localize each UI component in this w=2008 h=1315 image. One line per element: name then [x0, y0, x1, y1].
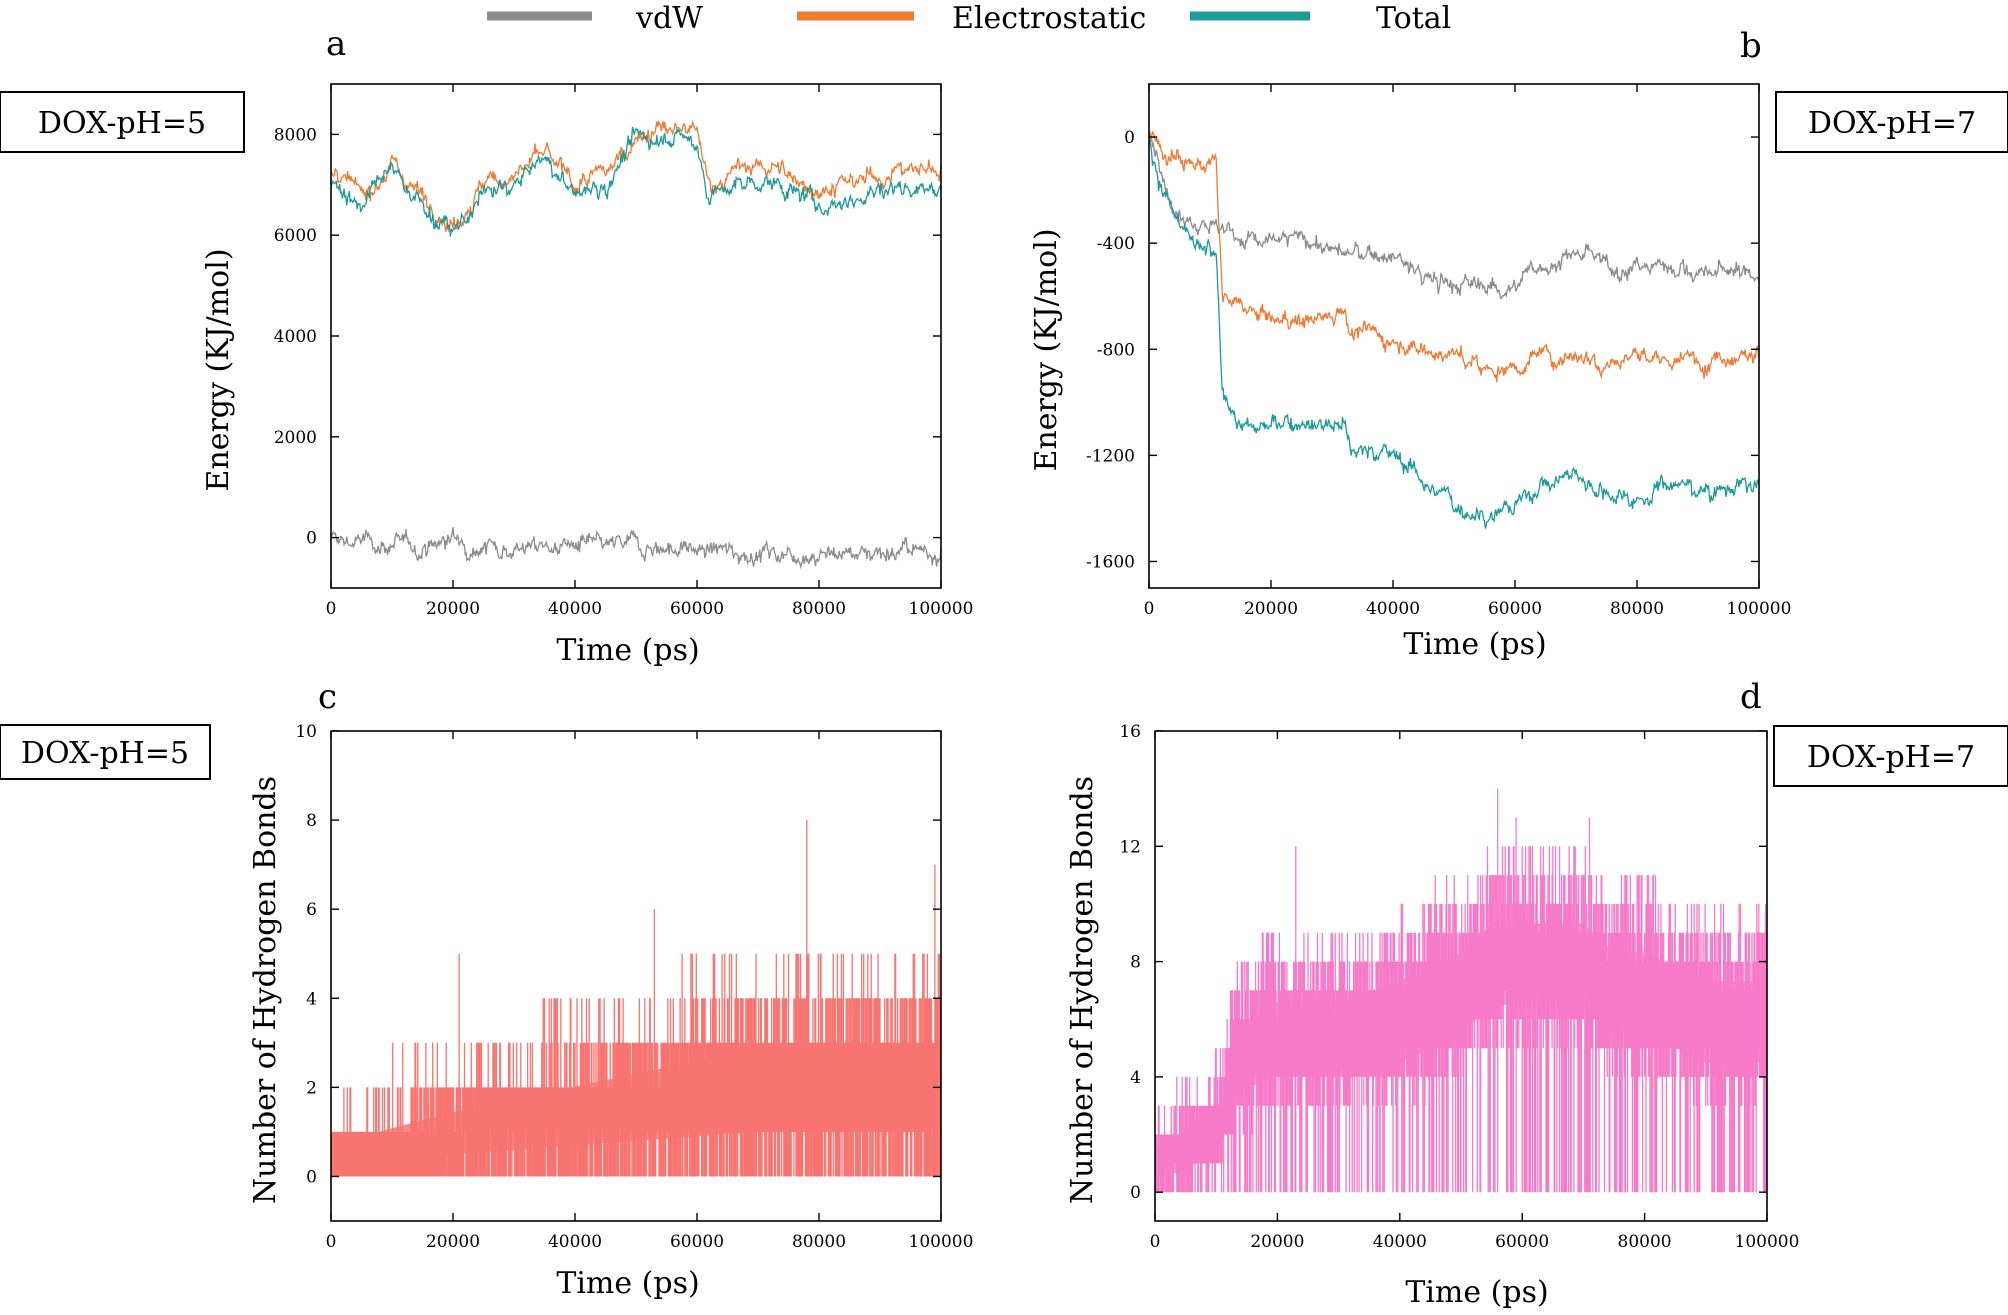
series-group-c: [331, 820, 941, 1177]
y-axis-label-a: Energy (KJ/mol): [201, 248, 236, 491]
chart-a: a DOX-pH=5 0 20000 40000 60000 80000 100000 0 2…: [0, 24, 973, 668]
x-axis-label-d: Time (ps): [1405, 1275, 1548, 1310]
panel-letter-a: a: [326, 24, 346, 64]
legend-item-vdw: vdW: [487, 1, 703, 36]
plot-area-c: 0 20000 40000 60000 80000 100000 0 2 4 6 8 10: [295, 722, 973, 1252]
y-tick-label-b-0: 0: [1124, 128, 1135, 148]
plot-area-d: 0 20000 40000 60000 80000 100000 0 4 8 12 16: [1119, 722, 1799, 1252]
x-tick-label-d-5: 100000: [1735, 1232, 1800, 1252]
y-tick-label-b-3: -1200: [1086, 446, 1135, 466]
series-line-a-vdw: [331, 527, 941, 570]
chart-d: d DOX-pH=7 0 20000 40000 60000 80000 100000 0 4…: [1065, 677, 2008, 1310]
y-tick-label-a-1: 2000: [274, 428, 317, 448]
x-tick-label-c-3: 60000: [670, 1232, 724, 1252]
series-group-b: [1149, 130, 1759, 529]
y-tick-label-c-0: 0: [306, 1167, 317, 1187]
x-tick-label-d-0: 0: [1150, 1232, 1161, 1252]
y-tick-label-d-0: 0: [1130, 1183, 1141, 1203]
x-tick-label-b-1: 20000: [1244, 599, 1298, 619]
x-tick-label-a-0: 0: [326, 599, 337, 619]
y-tick-label-a-0: 0: [306, 529, 317, 549]
series-group-a: [331, 119, 941, 570]
legend-label-electrostatic: Electrostatic: [952, 1, 1146, 36]
y-tick-label-d-1: 4: [1130, 1068, 1141, 1088]
y-tick-label-c-2: 4: [306, 989, 317, 1009]
y-tick-label-d-4: 16: [1119, 722, 1141, 742]
series-group-d: [1155, 788, 1767, 1193]
y-tick-label-b-4: -1600: [1086, 552, 1135, 572]
y-axis-label-d: Number of Hydrogen Bonds: [1065, 776, 1100, 1204]
hbond-core-d: [1155, 923, 1767, 1178]
plot-frame-d: [1154, 730, 1768, 1222]
x-axis-label-a: Time (ps): [556, 633, 699, 668]
x-axis-label-b: Time (ps): [1403, 627, 1546, 662]
x-tick-label-b-0: 0: [1144, 599, 1155, 619]
condition-label-b: DOX-pH=7: [1808, 106, 1976, 141]
x-tick-label-c-4: 80000: [792, 1232, 846, 1252]
condition-box-c: [0, 724, 211, 780]
x-tick-label-c-5: 100000: [909, 1232, 974, 1252]
x-tick-label-b-2: 40000: [1366, 599, 1420, 619]
x-tick-label-c-1: 20000: [426, 1232, 480, 1252]
y-tick-label-a-2: 4000: [274, 327, 317, 347]
x-tick-label-b-5: 100000: [1727, 599, 1792, 619]
panel-letter-b: b: [1740, 26, 1762, 66]
condition-box-a: [0, 91, 245, 153]
condition-label-d: DOX-pH=7: [1807, 740, 1975, 775]
series-line-a-electrostatic: [331, 119, 941, 233]
y-tick-label-b-2: -800: [1097, 340, 1135, 360]
y-tick-label-d-2: 8: [1130, 953, 1141, 973]
panel-letter-d: d: [1740, 677, 1762, 717]
x-tick-label-c-0: 0: [326, 1232, 337, 1252]
y-tick-label-c-5: 10: [295, 722, 317, 742]
series-line-b-total: [1149, 138, 1759, 529]
x-tick-label-a-3: 60000: [670, 599, 724, 619]
chart-b: b DOX-pH=7 0 20000 40000 60000 80000 100000 0 -…: [1029, 26, 2008, 662]
plot-frame-b: [1148, 83, 1760, 589]
x-tick-label-d-4: 80000: [1618, 1232, 1672, 1252]
legend-item-total: Total: [1190, 1, 1451, 36]
y-tick-label-c-4: 8: [306, 811, 317, 831]
y-tick-label-b-1: -400: [1097, 234, 1135, 254]
panel-letter-c: c: [318, 677, 337, 717]
series-line-b-electrostatic: [1149, 130, 1759, 383]
condition-box-b: [1775, 91, 2008, 153]
series-line-a-total: [331, 126, 941, 237]
y-tick-label-c-3: 6: [306, 900, 317, 920]
y-axis-label-b: Energy (KJ/mol): [1029, 228, 1064, 471]
y-tick-label-a-4: 8000: [274, 125, 317, 145]
plot-area-b: 0 20000 40000 60000 80000 100000 0 -400 -800 -120…: [1086, 83, 1792, 619]
y-axis-label-c: Number of Hydrogen Bonds: [248, 776, 283, 1204]
plot-frame-a: [330, 83, 942, 589]
y-tick-label-d-3: 12: [1119, 837, 1141, 857]
x-tick-label-b-3: 60000: [1488, 599, 1542, 619]
chart-c: c DOX-pH=5 0 20000 40000 60000 80000 100000 0 2…: [0, 677, 973, 1301]
plot-frame-c: [330, 730, 942, 1222]
condition-box-d: [1773, 725, 2008, 787]
y-tick-label-a-3: 6000: [274, 226, 317, 246]
x-tick-label-a-4: 80000: [792, 599, 846, 619]
legend-item-electrostatic: Electrostatic: [797, 1, 1146, 36]
legend: vdW Electrostatic Total: [487, 1, 1451, 36]
x-tick-label-c-2: 40000: [548, 1232, 602, 1252]
condition-label-a: DOX-pH=5: [38, 106, 206, 141]
x-tick-label-d-2: 40000: [1373, 1232, 1427, 1252]
legend-label-total: Total: [1376, 1, 1451, 36]
x-tick-label-b-4: 80000: [1610, 599, 1664, 619]
series-line-b-vdw: [1149, 132, 1759, 301]
legend-label-vdw: vdW: [635, 1, 703, 36]
condition-label-c: DOX-pH=5: [21, 736, 189, 771]
hbond-core-c: [331, 1048, 941, 1166]
x-tick-label-a-1: 20000: [426, 599, 480, 619]
y-tick-label-c-1: 2: [306, 1078, 317, 1098]
x-tick-label-a-2: 40000: [548, 599, 602, 619]
plot-area-a: 0 20000 40000 60000 80000 100000 0 2000 4000 6000…: [274, 83, 974, 619]
x-tick-label-d-1: 20000: [1250, 1232, 1304, 1252]
x-tick-label-d-3: 60000: [1495, 1232, 1549, 1252]
x-axis-label-c: Time (ps): [556, 1266, 699, 1301]
x-tick-label-a-5: 100000: [909, 599, 974, 619]
